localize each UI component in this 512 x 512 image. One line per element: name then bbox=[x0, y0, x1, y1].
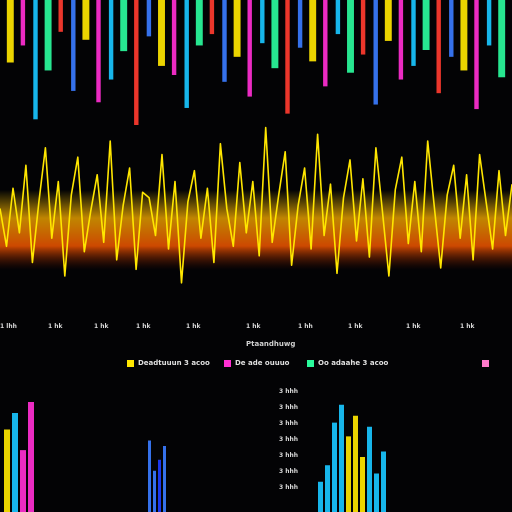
x-tick-label: 1 hk bbox=[94, 323, 110, 330]
legend-swatch bbox=[224, 359, 231, 367]
top-bar bbox=[195, 0, 203, 46]
waveform-x-tick-labels: 1 lhh 1 hk 1 hk 1 hk 1 hk 1 hk 1 hh 1 hk 1 hk 1 h… bbox=[0, 323, 476, 330]
top-bar bbox=[233, 0, 241, 57]
top-bar bbox=[247, 0, 252, 97]
top-bar bbox=[436, 0, 441, 94]
top-bar bbox=[146, 0, 152, 37]
top-bar bbox=[120, 0, 128, 52]
bottom-bar bbox=[339, 404, 344, 512]
bottom-bar bbox=[318, 481, 323, 512]
top-bar bbox=[134, 0, 139, 125]
top-bar bbox=[422, 0, 430, 50]
x-tick-label: 1 hk bbox=[186, 323, 202, 330]
x-tick-label: 1 hk bbox=[136, 323, 152, 330]
legend-label: De ade ouuuo bbox=[235, 359, 290, 367]
top-bar bbox=[309, 0, 317, 62]
x-tick-label: 1 hk bbox=[406, 323, 422, 330]
bottom-bar bbox=[332, 422, 337, 512]
waveform-glow-band bbox=[0, 190, 512, 270]
top-bar bbox=[82, 0, 90, 40]
y-tick-label: 3 hhh bbox=[279, 420, 298, 427]
top-bar bbox=[285, 0, 290, 114]
bottom-bar bbox=[20, 450, 26, 512]
bottom-bar bbox=[158, 459, 161, 512]
top-bar bbox=[71, 0, 76, 91]
bottom-y-tick-labels: 3 hhh 3 hhh 3 hhh 3 hhh 3 hhh 3 hhh 3 hhh bbox=[279, 388, 298, 491]
legend-item bbox=[482, 356, 493, 370]
top-bar bbox=[486, 0, 492, 46]
waveform-line-chart bbox=[0, 126, 512, 284]
top-bar bbox=[33, 0, 38, 120]
bottom-bar bbox=[12, 413, 18, 512]
lower-chart-title: Ptaandhuwg bbox=[246, 340, 296, 348]
top-bar bbox=[44, 0, 52, 71]
bottom-bar-chart bbox=[4, 402, 386, 512]
top-bar bbox=[360, 0, 366, 55]
legend-swatch bbox=[127, 359, 134, 367]
y-tick-label: 3 hhh bbox=[279, 452, 298, 459]
legend-label: Oo adaahe 3 acoo bbox=[318, 359, 389, 367]
top-bar bbox=[171, 0, 177, 75]
top-bar bbox=[260, 0, 265, 44]
top-bar bbox=[20, 0, 26, 46]
bottom-bar bbox=[153, 470, 156, 512]
bottom-bar bbox=[360, 457, 365, 512]
legend: Deadtuuun 3 acoo De ade ouuuo Oo adaahe … bbox=[0, 356, 512, 370]
waveform-glow bbox=[0, 190, 512, 270]
x-tick-label: 1 hh bbox=[298, 323, 313, 330]
top-bar bbox=[384, 0, 392, 41]
y-tick-label: 3 hhh bbox=[279, 484, 298, 491]
x-tick-label: 1 lhh bbox=[0, 323, 17, 330]
x-tick-label: 1 hk bbox=[348, 323, 364, 330]
x-tick-label: 1 hk bbox=[246, 323, 262, 330]
bottom-bar bbox=[346, 436, 351, 512]
top-bar bbox=[323, 0, 328, 87]
bottom-bar bbox=[148, 440, 151, 512]
y-tick-label: 3 hhh bbox=[279, 404, 298, 411]
top-bar bbox=[158, 0, 165, 66]
bottom-bar bbox=[367, 426, 372, 512]
legend-item: Deadtuuun 3 acoo bbox=[127, 356, 210, 370]
top-bar bbox=[335, 0, 341, 35]
y-tick-label: 3 hhh bbox=[279, 388, 298, 395]
top-bar bbox=[398, 0, 404, 80]
bottom-bar bbox=[163, 446, 166, 512]
bottom-bar bbox=[325, 465, 330, 512]
top-bar bbox=[184, 0, 189, 108]
top-bar bbox=[347, 0, 354, 73]
top-bar bbox=[373, 0, 378, 105]
bottom-bar bbox=[374, 473, 379, 512]
top-bar-chart bbox=[6, 0, 506, 125]
top-bar bbox=[209, 0, 215, 35]
y-tick-label: 3 hhh bbox=[279, 436, 298, 443]
top-bar bbox=[58, 0, 63, 32]
top-bar bbox=[96, 0, 101, 103]
bottom-bar bbox=[353, 415, 358, 512]
legend-swatch bbox=[307, 359, 314, 367]
legend-item: Oo adaahe 3 acoo bbox=[307, 356, 388, 370]
waveform-series-line bbox=[0, 126, 512, 284]
x-tick-label: 1 hk bbox=[460, 323, 476, 330]
top-bar bbox=[108, 0, 114, 80]
top-bar bbox=[222, 0, 227, 82]
top-bar bbox=[449, 0, 454, 57]
bottom-bar bbox=[4, 429, 10, 512]
top-bar bbox=[474, 0, 479, 110]
legend-item: De ade ouuuo bbox=[224, 356, 289, 370]
x-tick-label: 1 hk bbox=[48, 323, 64, 330]
top-bar bbox=[6, 0, 14, 63]
top-bar bbox=[297, 0, 303, 48]
top-bar bbox=[271, 0, 279, 69]
top-bar bbox=[460, 0, 468, 71]
legend-swatch bbox=[482, 359, 489, 367]
top-bar bbox=[498, 0, 506, 78]
bottom-bar bbox=[381, 451, 386, 512]
y-tick-label: 3 hhh bbox=[279, 468, 298, 475]
bottom-bar bbox=[28, 402, 34, 512]
top-bar bbox=[411, 0, 416, 66]
legend-label: Deadtuuun 3 acoo bbox=[138, 359, 210, 367]
